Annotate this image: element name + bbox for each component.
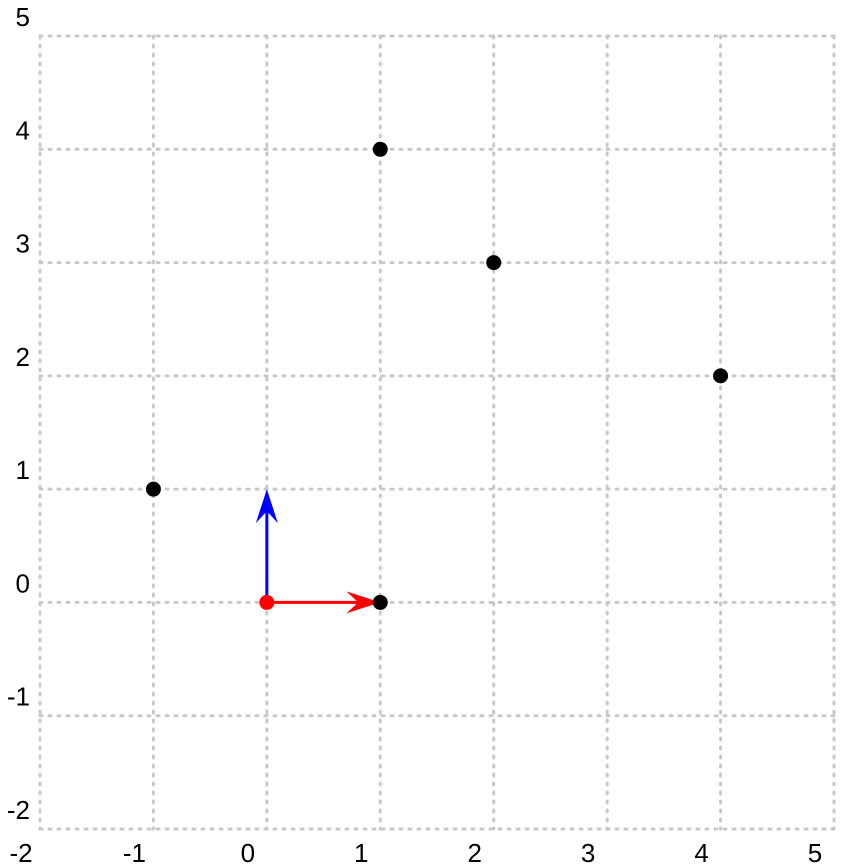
x-tick-label: 4 [694, 838, 708, 864]
y-tick-label: 2 [16, 342, 30, 372]
basis-x-vector-arrowhead [346, 591, 381, 614]
x-tick-label: 5 [808, 838, 822, 864]
x-tick-label: -1 [123, 838, 146, 864]
data-point [372, 141, 388, 157]
y-tick-label: -1 [7, 682, 30, 712]
y-tick-label: 3 [16, 229, 30, 259]
vectors [255, 489, 381, 614]
data-point [713, 368, 729, 384]
grid [38, 34, 836, 831]
data-point [145, 481, 161, 497]
y-tick-label: 1 [16, 455, 30, 485]
x-tick-label: -2 [9, 838, 32, 864]
x-tick-label: 3 [581, 838, 595, 864]
data-point [372, 594, 388, 610]
basis-y-vector-arrowhead [255, 489, 278, 524]
y-tick-label: 5 [16, 2, 30, 32]
x-tick-label: 2 [467, 838, 481, 864]
origin-point [259, 594, 275, 610]
x-tick-label: 1 [354, 838, 368, 864]
y-tick-label: 4 [16, 115, 30, 145]
y-tick-label: 0 [16, 568, 30, 598]
data-points [145, 141, 729, 610]
y-tick-label: -2 [7, 795, 30, 825]
y-axis-tick-labels: -2 -1 0 1 2 3 4 5 [7, 2, 30, 825]
x-axis-tick-labels: -2 -1 0 1 2 3 4 5 [9, 838, 822, 864]
x-tick-label: 0 [241, 838, 255, 864]
data-point [486, 255, 502, 271]
